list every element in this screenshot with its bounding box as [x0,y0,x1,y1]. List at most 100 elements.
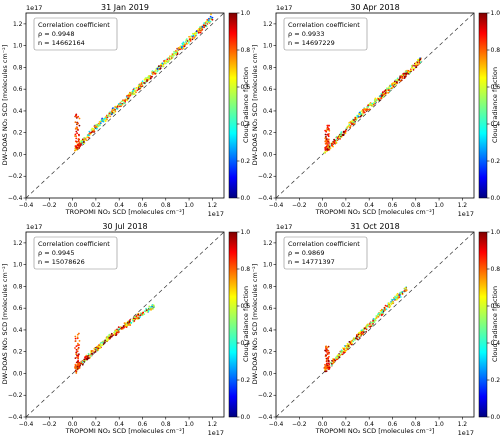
scatter-point [355,335,358,338]
scatter-point [407,69,410,72]
n-value: n = 14697229 [288,39,335,47]
y-tick-label: 0.6 [13,86,23,93]
plot-frame [275,231,475,418]
scatter-point [358,331,360,334]
exponent-label-y: 1e17 [26,223,42,231]
scatter-point [74,357,77,359]
scatter-point [199,31,202,34]
scatter-point [78,353,80,356]
y-tick-label: 0.6 [263,86,273,93]
scatter-point [95,348,98,350]
scatter-point [327,359,330,362]
scatter-point [358,113,361,116]
panel-0: 31 Jan 2019 1e17 Correlation coefficient… [1,3,250,218]
scatter-point [111,107,114,110]
scatter-point [104,120,107,123]
scatter-point [367,105,369,108]
scatter-point [193,37,195,40]
scatter-point [335,135,338,138]
scatter-point [324,140,327,142]
scatter-point [166,58,169,61]
scatter-point [76,368,79,370]
x-tick-label: 1.2 [208,421,218,428]
scatter-point [367,104,369,107]
x-tick-label: 1.2 [458,421,468,428]
scatter-point [77,138,80,141]
scatter-point [126,94,128,97]
scatter-point [378,312,381,314]
colorbar-tick-label: 0.2 [241,377,251,384]
scatter-point [75,345,78,348]
scatter-point [78,147,81,149]
scatter-point [92,127,95,130]
panel-title: 31 Oct 2018 [350,222,399,231]
scatter-point [363,108,366,111]
scatter-point [359,330,362,333]
y-tick-label: −0.4 [258,414,273,421]
scatter-point [99,122,102,124]
scatter-point [336,137,339,140]
y-tick-label: 1.0 [13,43,23,50]
scatter-point [359,334,362,336]
scatter-point [361,332,364,335]
scatter-point [135,91,137,94]
colorbar [478,231,488,418]
scatter-point [170,55,173,57]
scatter-point [387,302,390,305]
scatter-point [355,119,358,121]
scatter-point [75,130,78,133]
scatter-point [99,343,101,346]
colorbar [228,12,238,199]
scatter-point [188,40,190,43]
scatter-point [339,353,342,356]
scatter-point [88,354,91,357]
scatter-point [381,310,384,313]
scatter-point [370,324,373,327]
x-tick-label: −0.2 [292,421,307,428]
scatter-point [81,361,84,363]
scatter-point [112,334,114,337]
scatter-point [326,124,329,127]
scatter-point [410,64,413,67]
y-tick-label: −0.4 [8,414,23,421]
scatter-point [351,120,353,122]
scatter-point [378,99,381,102]
scatter-point [83,139,86,142]
x-tick-label: 0.4 [364,202,374,209]
scatter-point [81,363,84,366]
scatter-point [103,117,106,120]
scatter-point [386,89,388,92]
scatter-point [138,86,141,89]
colorbar-tick-label: 0.2 [241,158,251,165]
scatter-point [325,138,328,141]
scatter-point [144,80,147,83]
scatter-point [367,108,370,111]
scatter-point [188,35,191,38]
scatter-point [362,111,365,114]
scatter-point [403,290,406,292]
colorbar-ticks: 0.0 0.2 0.4 0.6 0.8 1.0 [487,10,500,202]
y-tick-label: 0.4 [263,327,273,334]
scatter-point [379,95,381,98]
scatter-point [327,145,329,148]
scatter-point [74,337,77,340]
scatter-point [329,361,332,364]
scatter-points [323,286,408,373]
scatter-point [93,125,96,128]
scatter-point [373,318,376,320]
scatter-point [416,58,419,61]
scatter-point [129,319,131,321]
scatter-point [352,338,355,340]
scatter-point [410,69,412,72]
scatter-point [201,28,204,31]
colorbar-tick-label: 0.4 [241,121,251,128]
scatter-point [115,330,117,332]
scatter-point [145,307,148,310]
x-tick-label: 1.0 [434,421,444,428]
scatter-point [193,33,196,36]
scatter-point [362,331,365,334]
scatter-points [323,57,422,154]
scatter-point [170,57,173,59]
stats-title: Correlation coefficient [288,240,360,248]
scatter-point [324,370,326,373]
